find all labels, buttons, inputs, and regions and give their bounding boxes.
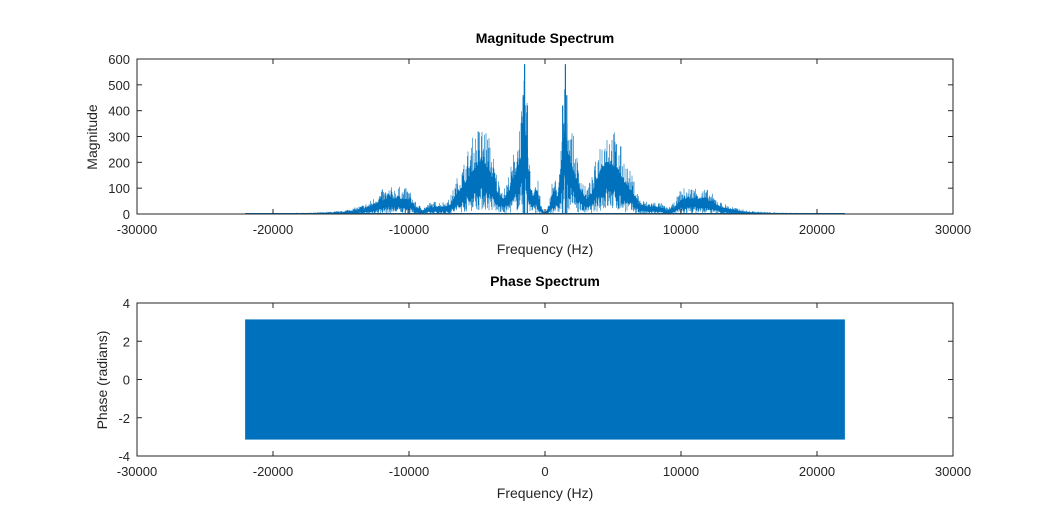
magnitude-axes: Magnitude Spectrum -30000 -20000 -10000 0 10… <box>84 30 971 257</box>
y-tick-label: 400 <box>108 104 130 119</box>
y-tick-label: -4 <box>118 449 130 464</box>
x-tick-label: 30000 <box>935 464 971 479</box>
x-tick-label: 10000 <box>663 222 699 237</box>
y-tick-label: 0 <box>123 373 130 388</box>
y-tick-label: 300 <box>108 130 130 145</box>
x-tick-label: -30000 <box>117 222 157 237</box>
y-tick-label: 0 <box>123 207 130 222</box>
x-tick-label: -30000 <box>117 464 157 479</box>
x-tick-label: -10000 <box>389 464 429 479</box>
y-tick-label: 2 <box>123 334 130 349</box>
magnitude-xlabel: Frequency (Hz) <box>497 241 593 257</box>
phase-band <box>245 319 845 440</box>
y-tick-label: -2 <box>118 411 130 426</box>
x-tick-label: 20000 <box>799 464 835 479</box>
y-tick-label: 4 <box>123 296 130 311</box>
phase-xlabel: Frequency (Hz) <box>497 485 593 501</box>
magnitude-title: Magnitude Spectrum <box>476 30 614 46</box>
y-tick-label: 200 <box>108 155 130 170</box>
x-tick-label: 0 <box>541 464 548 479</box>
phase-axes: Phase Spectrum -30000 -20000 -10000 0 10000 2… <box>94 273 971 501</box>
x-tick-label: 0 <box>541 222 548 237</box>
y-tick-label: 500 <box>108 78 130 93</box>
x-tick-label: 30000 <box>935 222 971 237</box>
phase-title: Phase Spectrum <box>490 273 600 289</box>
x-tick-label: -20000 <box>253 464 293 479</box>
x-tick-label: 20000 <box>799 222 835 237</box>
phase-series <box>245 319 845 440</box>
x-tick-label: -10000 <box>389 222 429 237</box>
magnitude-ylabel: Magnitude <box>84 104 100 170</box>
phase-ylabel: Phase (radians) <box>94 331 110 430</box>
magnitude-ticks: -30000 -20000 -10000 0 10000 20000 30000 0 100 20… <box>108 52 971 237</box>
x-tick-label: 10000 <box>663 464 699 479</box>
x-tick-label: -20000 <box>253 222 293 237</box>
phase-ticks: -30000 -20000 -10000 0 10000 20000 30000 -4 -2 0 2… <box>117 296 971 479</box>
y-tick-label: 600 <box>108 52 130 67</box>
y-tick-label: 100 <box>108 181 130 196</box>
